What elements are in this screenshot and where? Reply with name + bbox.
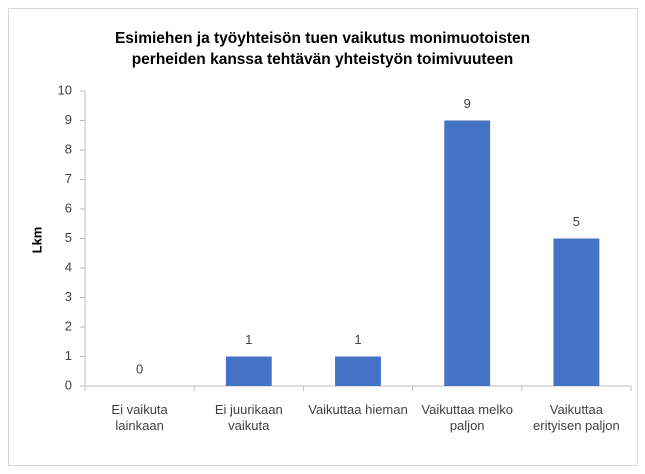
y-tick-label: 8: [65, 141, 72, 156]
y-axis-label: Lkm: [29, 227, 44, 254]
x-tick-label: Vaikuttaa erityisen paljon: [533, 402, 620, 433]
data-label: 9: [464, 96, 471, 111]
data-label: 1: [354, 332, 361, 347]
bar: [335, 356, 381, 386]
data-label: 0: [136, 361, 143, 376]
y-tick-label: 4: [65, 259, 72, 274]
y-tick-label: 1: [65, 348, 72, 363]
bar: [225, 356, 272, 386]
x-tick-label: Vaikuttaa hieman: [308, 402, 408, 417]
chart-title: Esimiehen ja työyhteisön tuen vaikutus m…: [114, 30, 531, 68]
data-label: 5: [573, 214, 580, 229]
x-tick-label: Vaikuttaa melko paljon: [421, 402, 513, 433]
y-tick-label: 3: [65, 289, 72, 304]
y-tick-label: 0: [65, 377, 72, 392]
bar: [553, 238, 600, 386]
y-tick-label: 6: [65, 200, 72, 215]
y-tick-label: 9: [65, 112, 72, 127]
y-tick-label: 10: [58, 82, 72, 97]
y-tick-label: 5: [65, 230, 72, 245]
y-tick-label: 7: [65, 171, 72, 186]
chart-frame: [8, 8, 638, 466]
y-tick-label: 2: [65, 318, 72, 333]
data-label: 1: [245, 332, 252, 347]
x-tick-label: Ei juurikaan vaikuta: [214, 402, 283, 433]
x-tick-label: Ei vaikuta lainkaan: [111, 402, 168, 433]
bar: [444, 120, 491, 386]
